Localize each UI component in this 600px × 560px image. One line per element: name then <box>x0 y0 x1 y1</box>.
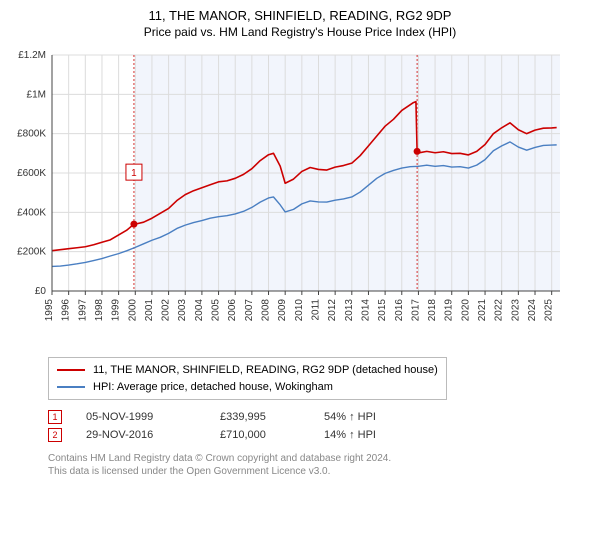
svg-text:2023: 2023 <box>510 299 521 322</box>
svg-text:2001: 2001 <box>144 299 155 322</box>
svg-text:1999: 1999 <box>111 299 122 322</box>
legend-label: HPI: Average price, detached house, Woki… <box>93 379 333 396</box>
svg-text:2011: 2011 <box>310 299 321 321</box>
svg-text:2000: 2000 <box>127 299 138 322</box>
sale-date: 05-NOV-1999 <box>86 411 196 423</box>
svg-text:2002: 2002 <box>161 299 172 322</box>
svg-text:2021: 2021 <box>477 299 488 322</box>
svg-text:£1.2M: £1.2M <box>18 50 46 61</box>
svg-text:2017: 2017 <box>410 299 421 322</box>
svg-text:2013: 2013 <box>344 299 355 322</box>
legend-row-hpi: HPI: Average price, detached house, Woki… <box>57 379 438 396</box>
sales-row: 1 05-NOV-1999 £339,995 54% ↑ HPI <box>48 410 592 424</box>
footer-line-1: Contains HM Land Registry data © Crown c… <box>48 452 592 465</box>
legend-box: 11, THE MANOR, SHINFIELD, READING, RG2 9… <box>48 357 447 400</box>
svg-text:£600K: £600K <box>17 168 46 179</box>
svg-text:2015: 2015 <box>377 299 388 322</box>
svg-text:1997: 1997 <box>77 299 88 322</box>
sale-price: £339,995 <box>220 411 300 423</box>
sale-price: £710,000 <box>220 429 300 441</box>
svg-text:1996: 1996 <box>61 299 72 322</box>
svg-text:2024: 2024 <box>527 299 538 322</box>
page-title: 11, THE MANOR, SHINFIELD, READING, RG2 9… <box>8 8 592 23</box>
svg-text:£400K: £400K <box>17 207 46 218</box>
svg-text:1995: 1995 <box>44 299 55 322</box>
svg-text:£800K: £800K <box>17 129 46 140</box>
svg-text:2003: 2003 <box>177 299 188 322</box>
legend-label: 11, THE MANOR, SHINFIELD, READING, RG2 9… <box>93 362 438 379</box>
sale-date: 29-NOV-2016 <box>86 429 196 441</box>
page-subtitle: Price paid vs. HM Land Registry's House … <box>8 25 592 39</box>
sales-marker: 1 <box>48 410 62 424</box>
svg-text:1998: 1998 <box>94 299 105 322</box>
svg-text:2020: 2020 <box>460 299 471 322</box>
chart-container: 12£0£200K£400K£600K£800K£1M£1.2M19951996… <box>8 47 592 347</box>
legend-swatch <box>57 386 85 388</box>
svg-text:£200K: £200K <box>17 247 46 258</box>
legend-swatch <box>57 369 85 371</box>
svg-text:2012: 2012 <box>327 299 338 322</box>
svg-text:2018: 2018 <box>427 299 438 322</box>
svg-text:1: 1 <box>131 168 137 179</box>
svg-text:2025: 2025 <box>544 299 555 322</box>
sales-table: 1 05-NOV-1999 £339,995 54% ↑ HPI 2 29-NOV-201… <box>48 410 592 442</box>
legend-row-property: 11, THE MANOR, SHINFIELD, READING, RG2 9… <box>57 362 438 379</box>
svg-text:2016: 2016 <box>394 299 405 322</box>
sale-hpi-diff: 54% ↑ HPI <box>324 411 376 423</box>
svg-text:2019: 2019 <box>444 299 455 322</box>
svg-text:2005: 2005 <box>211 299 222 322</box>
footer-line-2: This data is licensed under the Open Gov… <box>48 465 592 478</box>
svg-text:2008: 2008 <box>261 299 272 322</box>
footer-attribution: Contains HM Land Registry data © Crown c… <box>48 452 592 478</box>
svg-text:2006: 2006 <box>227 299 238 322</box>
svg-text:2014: 2014 <box>360 299 371 322</box>
svg-text:£1M: £1M <box>27 89 46 100</box>
sales-marker: 2 <box>48 428 62 442</box>
sale-hpi-diff: 14% ↑ HPI <box>324 429 376 441</box>
svg-text:2007: 2007 <box>244 299 255 322</box>
svg-text:2022: 2022 <box>494 299 505 322</box>
svg-text:2009: 2009 <box>277 299 288 322</box>
sales-row: 2 29-NOV-2016 £710,000 14% ↑ HPI <box>48 428 592 442</box>
svg-text:2004: 2004 <box>194 299 205 322</box>
price-chart: 12£0£200K£400K£600K£800K£1M£1.2M19951996… <box>8 47 568 347</box>
svg-text:£0: £0 <box>35 286 47 297</box>
svg-text:2010: 2010 <box>294 299 305 322</box>
